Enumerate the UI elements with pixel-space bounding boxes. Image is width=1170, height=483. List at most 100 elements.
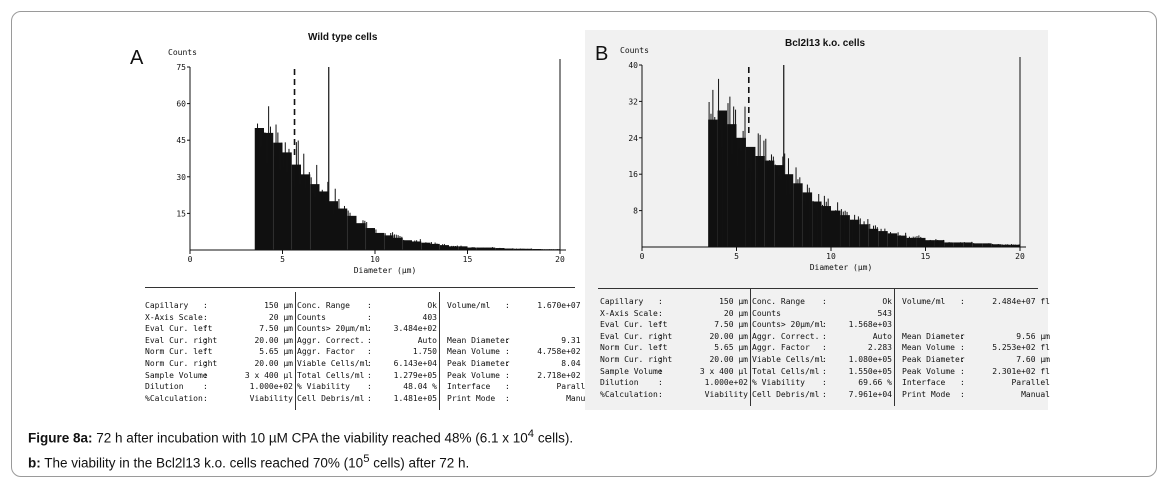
stats-row: Counts: 403 bbox=[297, 312, 437, 324]
stats-row: Cell Debris/ml: 1.481e+05 bbox=[297, 393, 437, 405]
stats-row: Cell Debris/ml: 7.961e+04 bbox=[752, 389, 892, 401]
caption-label-a: Figure 8a: bbox=[28, 430, 93, 446]
stats-row: Eval Cur. right: 20.00 µm bbox=[600, 331, 748, 343]
stats-label: Conc. Range bbox=[297, 301, 350, 310]
stats-value: 69.66 % bbox=[858, 378, 892, 388]
stats-colon: : bbox=[505, 393, 510, 403]
stats-value: Manual bbox=[1021, 389, 1050, 399]
stats-value: 7.961e+04 bbox=[848, 389, 892, 399]
stats-colon: : bbox=[822, 331, 827, 341]
stats-label: Counts> 20µm/ml bbox=[297, 324, 370, 334]
stats-row: Aggr. Correct.: Auto bbox=[297, 335, 437, 347]
stats-label: Aggr. Factor bbox=[752, 343, 810, 353]
y-tick-label: 75 bbox=[176, 63, 186, 72]
stats-label: Cell Debris/ml bbox=[297, 393, 365, 403]
stats-colon: : bbox=[658, 297, 663, 306]
stats-column-separator bbox=[894, 288, 895, 406]
caption-sup-b: 5 bbox=[363, 452, 370, 465]
stats-row: Counts 543 bbox=[752, 308, 892, 320]
stats-row: Eval Cur. left: 7.50 µm bbox=[145, 323, 293, 335]
stats-colon: : bbox=[203, 347, 208, 357]
y-axis-label: Counts bbox=[168, 48, 197, 57]
y-tick-label: 60 bbox=[176, 100, 186, 109]
stats-row: Capillary: 150 µm bbox=[145, 300, 293, 312]
stats-colon: : bbox=[822, 354, 827, 364]
y-tick-label: 16 bbox=[628, 170, 638, 179]
stats-column: Volume/ml:1.670e+07 fl Mean Diameter:9.31… bbox=[447, 300, 595, 404]
stats-row: Total Cells/ml: 1.550e+05 bbox=[752, 366, 892, 378]
stats-row: Mean Diameter: 9.56 µm bbox=[902, 331, 1050, 343]
stats-value: 3.484e+02 bbox=[393, 324, 437, 334]
caption-line-a: Figure 8a: 72 h after incubation with 10… bbox=[28, 424, 1138, 449]
stats-label: Mean Diameter bbox=[902, 331, 965, 341]
stats-value: 6.143e+04 bbox=[393, 358, 437, 368]
stats-value: Viability bbox=[704, 389, 748, 399]
stats-row: % Viability: 48.04 % bbox=[297, 381, 437, 393]
stats-colon: : bbox=[505, 382, 510, 392]
caption-text-b: The viability in the Bcl2l13 k.o. cells … bbox=[40, 455, 364, 470]
stats-label: Print Mode bbox=[902, 389, 951, 399]
x-tick-label: 0 bbox=[640, 252, 645, 261]
stats-row: Interface: Parallel bbox=[902, 377, 1050, 389]
stats-value: 2.484e+07 fl bbox=[992, 297, 1050, 306]
stats-row: Viable Cells/ml: 6.143e+04 bbox=[297, 358, 437, 370]
panel-letter: B bbox=[595, 43, 609, 65]
stats-label: X-Axis Scale bbox=[600, 308, 658, 318]
panel-title: Bcl2l13 k.o. cells bbox=[785, 38, 866, 49]
figure-caption: Figure 8a: 72 h after incubation with 10… bbox=[28, 424, 1138, 473]
stats-value: 1.550e+05 bbox=[848, 366, 892, 376]
stats-label: Dilution bbox=[145, 382, 184, 392]
stats-label: Eval Cur. right bbox=[600, 331, 673, 341]
stats-colon: : bbox=[367, 301, 372, 310]
stats-colon: : bbox=[658, 378, 663, 388]
stats-value: 20.00 µm bbox=[709, 331, 748, 341]
stats-row bbox=[902, 308, 1050, 320]
caption-tail-b: cells) after 72 h. bbox=[369, 455, 470, 470]
y-tick-label: 45 bbox=[176, 136, 186, 145]
stats-row: Mean Volume: 5.253e+02 fl bbox=[902, 342, 1050, 354]
stats-value: 20 µm bbox=[723, 308, 748, 318]
stats-row: Aggr. Factor: 2.283 bbox=[752, 342, 892, 354]
stats-value: 403 bbox=[422, 312, 437, 322]
stats-row: Peak Volume:2.718e+02 fl bbox=[447, 370, 595, 382]
stats-label: Viable Cells/ml bbox=[752, 354, 825, 364]
stats-column-separator bbox=[750, 288, 751, 406]
stats-row: %Calculation: Viability bbox=[600, 389, 748, 401]
stats-row: Norm Cur. left: 5.65 µm bbox=[600, 342, 748, 354]
stats-label: %Calculation bbox=[600, 389, 658, 399]
stats-label: Dilution bbox=[600, 378, 639, 388]
stats-value: Auto bbox=[872, 331, 892, 341]
stats-label: Mean Diameter bbox=[447, 335, 510, 345]
stats-colon: : bbox=[658, 389, 663, 399]
stats-value: 3 x 400 µl bbox=[244, 370, 293, 380]
stats-label: Conc. Range bbox=[752, 297, 805, 306]
stats-value: 7.60 µm bbox=[1016, 354, 1050, 364]
stats-label: Interface bbox=[902, 378, 946, 388]
stats-label: % Viability bbox=[297, 382, 350, 392]
stats-colon: : bbox=[203, 335, 208, 345]
stats-label: Capillary bbox=[600, 297, 644, 306]
stats-colon: : bbox=[822, 378, 827, 388]
stats-label: Viable Cells/ml bbox=[297, 358, 370, 368]
stats-value: 7.50 µm bbox=[259, 324, 293, 334]
stats-colon: : bbox=[960, 331, 965, 341]
panel-a: A Wild type cells Counts 15 30 45 60 75 0 5 10 15… bbox=[120, 25, 595, 415]
stats-value: 3 x 400 µl bbox=[699, 366, 748, 376]
stats-colon: : bbox=[203, 358, 208, 368]
stats-colon: : bbox=[505, 301, 510, 310]
stats-value: Viability bbox=[249, 393, 293, 403]
stats-label: Sample Volume bbox=[145, 370, 208, 380]
stats-colon: : bbox=[367, 370, 372, 380]
stats-colon: : bbox=[367, 312, 372, 322]
stats-colon: : bbox=[960, 366, 965, 376]
stats-colon: : bbox=[203, 382, 208, 392]
stats-row: Peak Diameter:8.04 µm bbox=[447, 358, 595, 370]
stats-label: Peak Diameter bbox=[902, 354, 965, 364]
stats-colon: : bbox=[822, 297, 827, 306]
stats-label: Sample Volume bbox=[600, 366, 663, 376]
stats-colon: : bbox=[505, 358, 510, 368]
stats-row: Norm Cur. right: 20.00 µm bbox=[145, 358, 293, 370]
y-tick-label: 8 bbox=[633, 207, 638, 216]
stats-row: Eval Cur. left: 7.50 µm bbox=[600, 319, 748, 331]
x-tick-label: 10 bbox=[370, 255, 380, 264]
